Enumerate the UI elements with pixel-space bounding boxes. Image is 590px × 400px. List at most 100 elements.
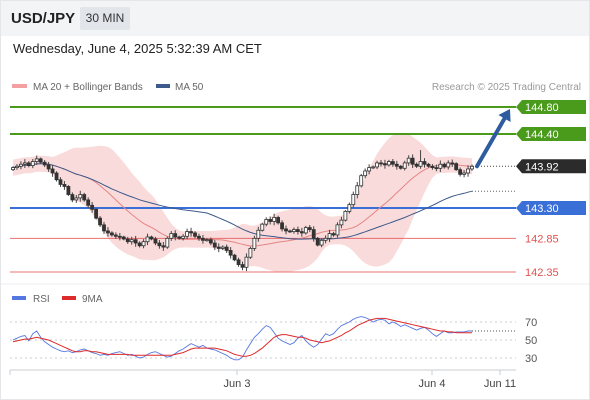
candle-body: [50, 168, 55, 174]
candle: [252, 235, 257, 251]
price-tag: [516, 100, 586, 114]
candle-body: [15, 165, 19, 169]
candle: [22, 159, 27, 169]
candle: [248, 246, 253, 259]
candle-body: [383, 163, 387, 166]
price-tag: [516, 126, 586, 141]
candle: [303, 225, 308, 235]
candle-body: [331, 233, 336, 236]
timeframe-button[interactable]: 30 MIN: [80, 7, 130, 30]
candle-body: [189, 231, 193, 234]
candle-body: [466, 168, 470, 174]
candle: [268, 216, 273, 225]
candle-body: [125, 238, 130, 243]
candle-body: [284, 228, 288, 232]
candle: [430, 164, 435, 170]
price-label-142.35: 142.35: [525, 267, 559, 279]
candle-body: [19, 163, 23, 167]
candle-body: [434, 167, 439, 170]
candle-body: [398, 165, 403, 169]
candle-body: [367, 167, 372, 172]
candle: [264, 217, 269, 227]
candle-body: [30, 161, 35, 166]
candle-body: [185, 231, 190, 237]
candle: [38, 157, 43, 164]
candle: [351, 191, 356, 208]
candle-body: [406, 157, 411, 164]
candle: [15, 164, 19, 170]
candle-body: [311, 229, 316, 239]
projection-arrow-head: [498, 109, 511, 123]
candle-body: [228, 250, 233, 256]
projection-layer: [472, 109, 516, 192]
candle-body: [264, 219, 269, 225]
candle-body: [208, 239, 213, 244]
candle: [58, 177, 63, 188]
candle: [34, 155, 39, 165]
candle-body: [323, 237, 328, 241]
candle-body: [145, 236, 150, 243]
candle: [50, 165, 55, 177]
candle-body: [272, 217, 277, 222]
ma50-line: [12, 163, 473, 240]
candle-body: [252, 237, 257, 249]
rsi-tick-50: 50: [525, 335, 537, 347]
candle: [442, 162, 447, 169]
rsi-ma-legend-swatch: [62, 296, 76, 300]
price-tag: [516, 201, 586, 216]
candle: [236, 257, 241, 267]
candle: [125, 236, 130, 244]
symbol-title: USD/JPY: [11, 10, 76, 27]
candle: [208, 237, 213, 246]
candle: [292, 227, 296, 234]
candle: [232, 253, 237, 262]
candle-body: [94, 208, 98, 219]
candle: [137, 241, 142, 248]
candle-body: [343, 210, 348, 221]
level-lines: [10, 106, 516, 273]
candle: [394, 160, 399, 170]
candle: [410, 154, 415, 169]
candle: [220, 245, 225, 251]
chart-datetime: Wednesday, June 4, 2025 5:32:39 AM CET: [13, 41, 262, 56]
candle: [193, 231, 197, 239]
rsi-legend-swatch: [12, 296, 26, 300]
candle: [110, 231, 114, 237]
candle-body: [394, 163, 399, 167]
candle: [355, 182, 360, 199]
candle-body: [236, 259, 241, 265]
candle: [46, 161, 51, 172]
candle: [319, 238, 324, 248]
candle: [244, 253, 249, 272]
candle: [371, 165, 375, 169]
candle: [204, 238, 209, 242]
candle-body: [402, 162, 407, 169]
candle-body: [268, 219, 273, 222]
candlestick-series: [11, 150, 474, 272]
candle-body: [216, 246, 221, 249]
candle-body: [117, 235, 122, 238]
candle-body: [74, 197, 79, 201]
x-tick-label: Jun 11: [484, 378, 516, 390]
candle: [224, 244, 229, 254]
candle-body: [359, 175, 364, 187]
candle: [454, 162, 459, 171]
candle: [295, 226, 300, 235]
candle-body: [133, 239, 138, 244]
rsi-ma-legend-label: 9MA: [82, 294, 103, 305]
candle-body: [46, 164, 51, 170]
price-label-144.40: 144.40: [516, 126, 586, 141]
candle: [331, 231, 336, 237]
price-label-144.80: 144.80: [516, 100, 586, 114]
candle: [347, 202, 352, 214]
candle-body: [161, 245, 166, 248]
ma20-legend-swatch: [12, 84, 27, 88]
rsi-ma-line: [12, 317, 472, 357]
candle: [62, 181, 67, 190]
candle: [288, 229, 292, 233]
candle: [185, 228, 190, 240]
candle: [82, 192, 87, 202]
x-tick-label: Jun 3: [224, 378, 251, 390]
candle-body: [410, 157, 415, 165]
